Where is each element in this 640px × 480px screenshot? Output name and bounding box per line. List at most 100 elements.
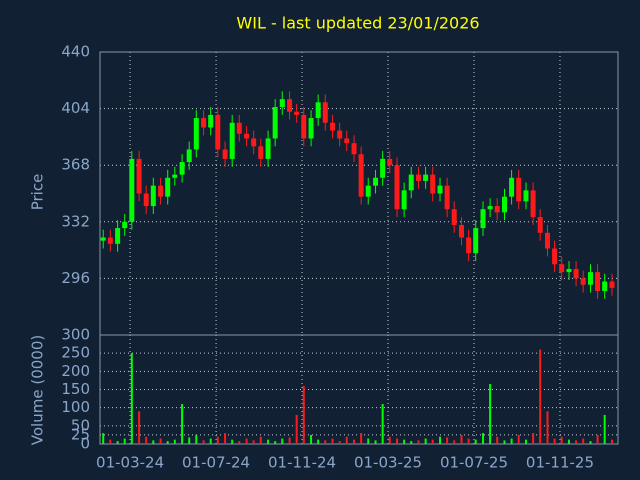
y-tick-label: 404 bbox=[61, 99, 90, 117]
candle-body bbox=[595, 272, 601, 291]
volume-bar bbox=[310, 434, 313, 444]
candle-body bbox=[365, 185, 371, 197]
volume-bar bbox=[546, 411, 549, 444]
volume-bar bbox=[259, 436, 262, 444]
candle-body bbox=[523, 190, 529, 202]
candle-body bbox=[537, 217, 543, 233]
candle-body bbox=[609, 281, 615, 288]
volume-bar bbox=[138, 411, 141, 444]
candle-body bbox=[401, 190, 407, 210]
volume-tick-label: 25 bbox=[71, 425, 90, 443]
candle-body bbox=[351, 143, 357, 155]
candle-body bbox=[530, 190, 536, 218]
candle-body bbox=[258, 146, 264, 159]
candle-body bbox=[459, 224, 465, 238]
y-axis-label: Price bbox=[29, 174, 47, 211]
volume-bar bbox=[403, 439, 406, 444]
volume-bar bbox=[102, 433, 105, 444]
candle-body bbox=[473, 228, 479, 254]
candle-body bbox=[466, 237, 472, 254]
volume-bar bbox=[216, 436, 219, 444]
candle-body bbox=[107, 237, 113, 244]
candle-body bbox=[308, 118, 314, 139]
volume-bar bbox=[610, 439, 613, 444]
candle-body bbox=[430, 174, 436, 194]
volume-bar bbox=[532, 433, 535, 444]
volume-bar bbox=[145, 436, 148, 444]
volume-bar bbox=[567, 439, 570, 444]
y-tick-label: 440 bbox=[61, 43, 90, 61]
candle-body bbox=[229, 122, 235, 159]
volume-bar bbox=[396, 438, 399, 444]
volume-bar bbox=[274, 441, 277, 444]
volume-bar bbox=[202, 440, 205, 444]
volume-bar bbox=[252, 440, 255, 444]
volume-bar bbox=[159, 438, 162, 444]
volume-bar bbox=[238, 441, 241, 444]
x-tick-label: 01-11-25 bbox=[526, 454, 594, 472]
candle-body bbox=[423, 174, 429, 181]
volume-bar bbox=[245, 438, 248, 444]
y-tick-label: 368 bbox=[61, 156, 90, 174]
candle-body bbox=[487, 206, 493, 210]
volume-bar bbox=[224, 433, 227, 444]
volume-bar bbox=[302, 385, 305, 444]
volume-tick-label: 50 bbox=[71, 416, 90, 434]
volume-bar bbox=[381, 404, 384, 444]
candle-body bbox=[516, 177, 522, 202]
volume-bar bbox=[424, 438, 427, 444]
volume-bar bbox=[116, 441, 119, 444]
chart-title: WIL - last updated 23/01/2026 bbox=[236, 14, 479, 33]
candle-body bbox=[244, 133, 250, 139]
candle-body bbox=[201, 118, 207, 128]
candle-body bbox=[165, 177, 171, 197]
volume-bar bbox=[181, 404, 184, 444]
volume-bar bbox=[474, 439, 477, 444]
volume-bar bbox=[231, 439, 234, 444]
volume-bar bbox=[517, 434, 520, 444]
candle-body bbox=[502, 196, 508, 213]
volume-bar bbox=[374, 440, 377, 444]
volume-bar bbox=[195, 434, 198, 444]
volume-bar bbox=[582, 438, 585, 444]
candle-body bbox=[136, 158, 142, 194]
candle-body bbox=[545, 232, 551, 249]
volume-bar bbox=[539, 349, 542, 444]
candle-body bbox=[387, 158, 393, 166]
candle-body bbox=[566, 268, 572, 273]
x-tick-label: 01-07-25 bbox=[440, 454, 508, 472]
volume-bar bbox=[360, 433, 363, 444]
volume-bar bbox=[496, 436, 499, 444]
candle-body bbox=[315, 102, 321, 119]
volume-bar bbox=[482, 433, 485, 444]
volume-bar bbox=[467, 438, 470, 444]
volume-bar bbox=[130, 353, 133, 444]
candle-body bbox=[330, 122, 336, 131]
candle-body bbox=[172, 174, 178, 178]
volume-bar bbox=[267, 439, 270, 444]
candle-body bbox=[416, 174, 422, 181]
candle-body bbox=[494, 206, 500, 213]
candle-body bbox=[373, 177, 379, 186]
volume-tick-label: 250 bbox=[61, 344, 90, 362]
volume-tick-label: 150 bbox=[61, 380, 90, 398]
candle-body bbox=[480, 209, 486, 229]
volume-bar bbox=[123, 438, 126, 444]
candle-body bbox=[122, 221, 128, 229]
candle-body bbox=[408, 174, 414, 191]
candle-body bbox=[129, 158, 135, 222]
volume-bar bbox=[453, 440, 456, 444]
volume-bar bbox=[324, 440, 327, 444]
candle-body bbox=[222, 149, 228, 159]
volume-tick-label: 300 bbox=[61, 326, 90, 344]
candle-body bbox=[265, 138, 271, 159]
candle-body bbox=[552, 248, 558, 265]
candle-body bbox=[509, 177, 515, 197]
candle-body bbox=[193, 118, 199, 150]
volume-bar bbox=[109, 439, 112, 444]
volume-bar bbox=[317, 439, 320, 444]
volume-bar bbox=[439, 436, 442, 444]
candle-body bbox=[580, 278, 586, 285]
candle-body bbox=[179, 162, 185, 175]
